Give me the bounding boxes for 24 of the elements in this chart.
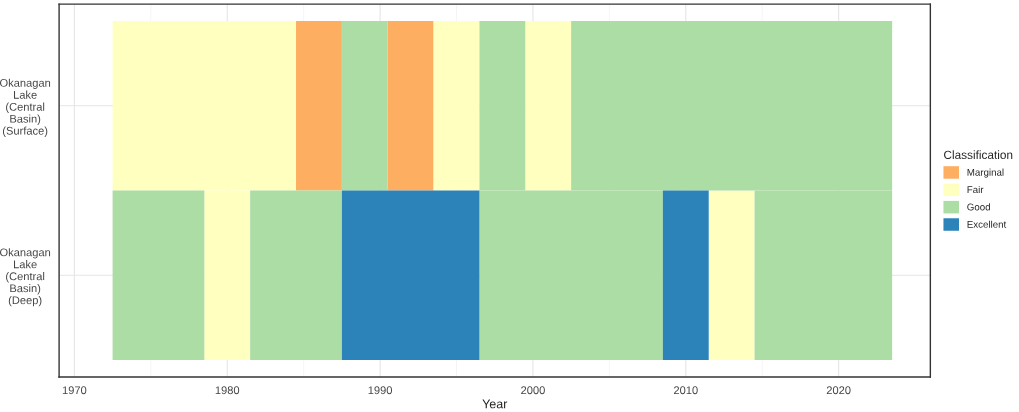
x-tick-label: 2010	[673, 386, 698, 395]
bar	[296, 21, 342, 191]
x-tick-label: 1970	[62, 386, 87, 395]
legend-label: Marginal	[967, 168, 1004, 178]
legend-label: Fair	[967, 185, 984, 194]
legend-title: Classification	[944, 150, 1013, 160]
legend-label: Excellent	[967, 220, 1007, 228]
bar	[387, 21, 434, 191]
y-tick-label: Okanagan Lake (Central Basin) (Surface)	[0, 78, 51, 137]
bar	[341, 21, 388, 191]
bar	[662, 190, 709, 361]
x-axis-title: Year	[482, 399, 508, 409]
bar	[708, 190, 755, 361]
x-tick-label: 1980	[215, 386, 240, 395]
bar	[525, 21, 572, 191]
x-tick-label: 2000	[521, 386, 545, 395]
legend-label: Good	[967, 203, 990, 211]
x-tick-label: 2020	[826, 386, 851, 395]
bar	[433, 21, 480, 191]
bar	[112, 190, 205, 361]
y-tick-label: Okanagan Lake (Central Basin) (Deep)	[0, 248, 51, 307]
bar	[250, 190, 342, 361]
bar	[341, 190, 480, 361]
x-tick-label: 1990	[368, 386, 393, 395]
